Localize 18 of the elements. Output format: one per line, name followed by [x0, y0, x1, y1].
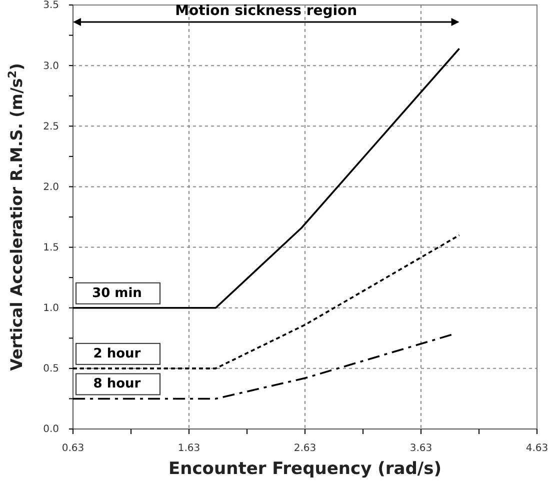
- x-tick-label: 3.63: [410, 443, 432, 454]
- x-tick-label: 1.63: [178, 443, 200, 454]
- y-tick-label: 1.5: [43, 242, 59, 254]
- y-tick-label: 0.0: [43, 424, 59, 436]
- y-tick-label: 3.5: [43, 0, 59, 12]
- y-tick-label: 0.5: [43, 364, 59, 375]
- y-tick-label: 3.0: [43, 60, 59, 72]
- x-tick-label: 4.63: [526, 443, 548, 454]
- series-label: 30 min: [92, 286, 142, 301]
- x-axis-title: Encounter Frequency (rad/s): [168, 459, 442, 479]
- y-tick-label: 2.5: [43, 121, 59, 132]
- x-tick-label: 0.63: [62, 443, 84, 454]
- x-tick-label: 2.63: [294, 443, 316, 454]
- annotation: Motion sickness region: [175, 3, 358, 19]
- series-label: 8 hour: [93, 376, 142, 392]
- y-tick-label: 2.0: [43, 182, 59, 193]
- y-tick-label: 1.0: [43, 303, 59, 314]
- series-label: 2 hour: [93, 346, 142, 362]
